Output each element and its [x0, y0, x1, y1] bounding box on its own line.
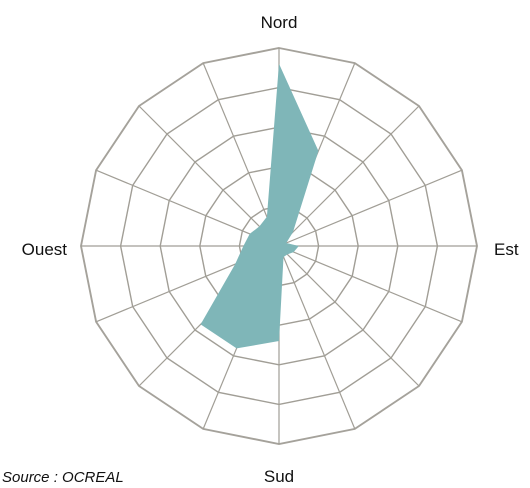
spoke-se — [278, 245, 420, 387]
spoke-ne — [278, 105, 420, 247]
source-note: Source : OCREAL — [2, 469, 124, 486]
spoke-ene — [278, 169, 463, 247]
label-est: Est — [494, 240, 519, 259]
label-nord: Nord — [261, 13, 298, 32]
spoke-sse — [278, 245, 356, 430]
spoke-ese — [278, 245, 463, 323]
spoke-no — [138, 105, 280, 247]
wind-frequency-area — [200, 63, 319, 349]
spoke-ono — [95, 169, 280, 247]
spoke-nno — [202, 62, 280, 247]
label-sud: Sud — [264, 467, 294, 486]
label-ouest: Ouest — [22, 240, 68, 259]
